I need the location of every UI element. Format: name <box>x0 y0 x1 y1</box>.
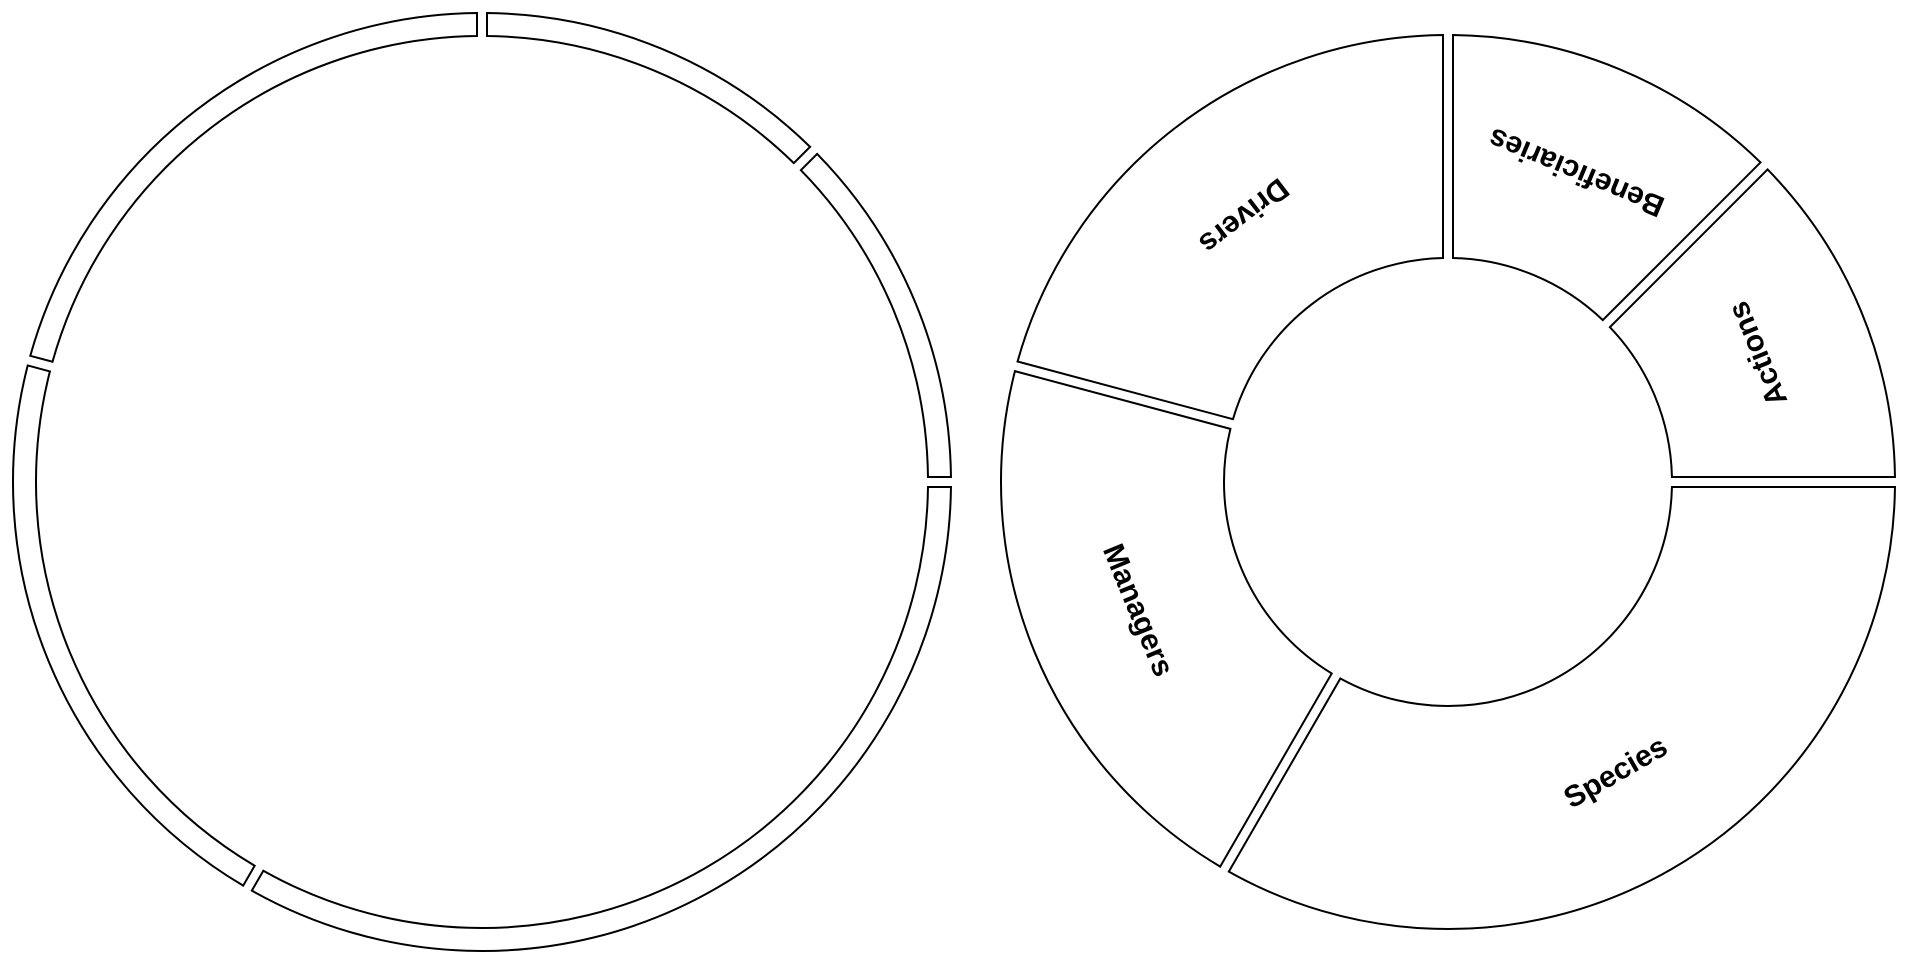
segment-actions <box>1608 168 1896 478</box>
ring-segment-1 <box>486 12 812 165</box>
ring-segment-2 <box>799 152 952 478</box>
segment-beneficiaries <box>1452 34 1762 322</box>
segment-species <box>1227 486 1896 930</box>
segment-drivers <box>1016 34 1444 421</box>
ring-segment-3 <box>250 486 952 952</box>
outer-ring-wheel <box>12 12 952 952</box>
ring-segment-4 <box>12 364 257 888</box>
ring-segment-5 <box>29 12 478 363</box>
segment-managers <box>1000 369 1334 868</box>
labeled-wheel: BeneficiariesActionsSpeciesManagersDrive… <box>1000 34 1896 930</box>
